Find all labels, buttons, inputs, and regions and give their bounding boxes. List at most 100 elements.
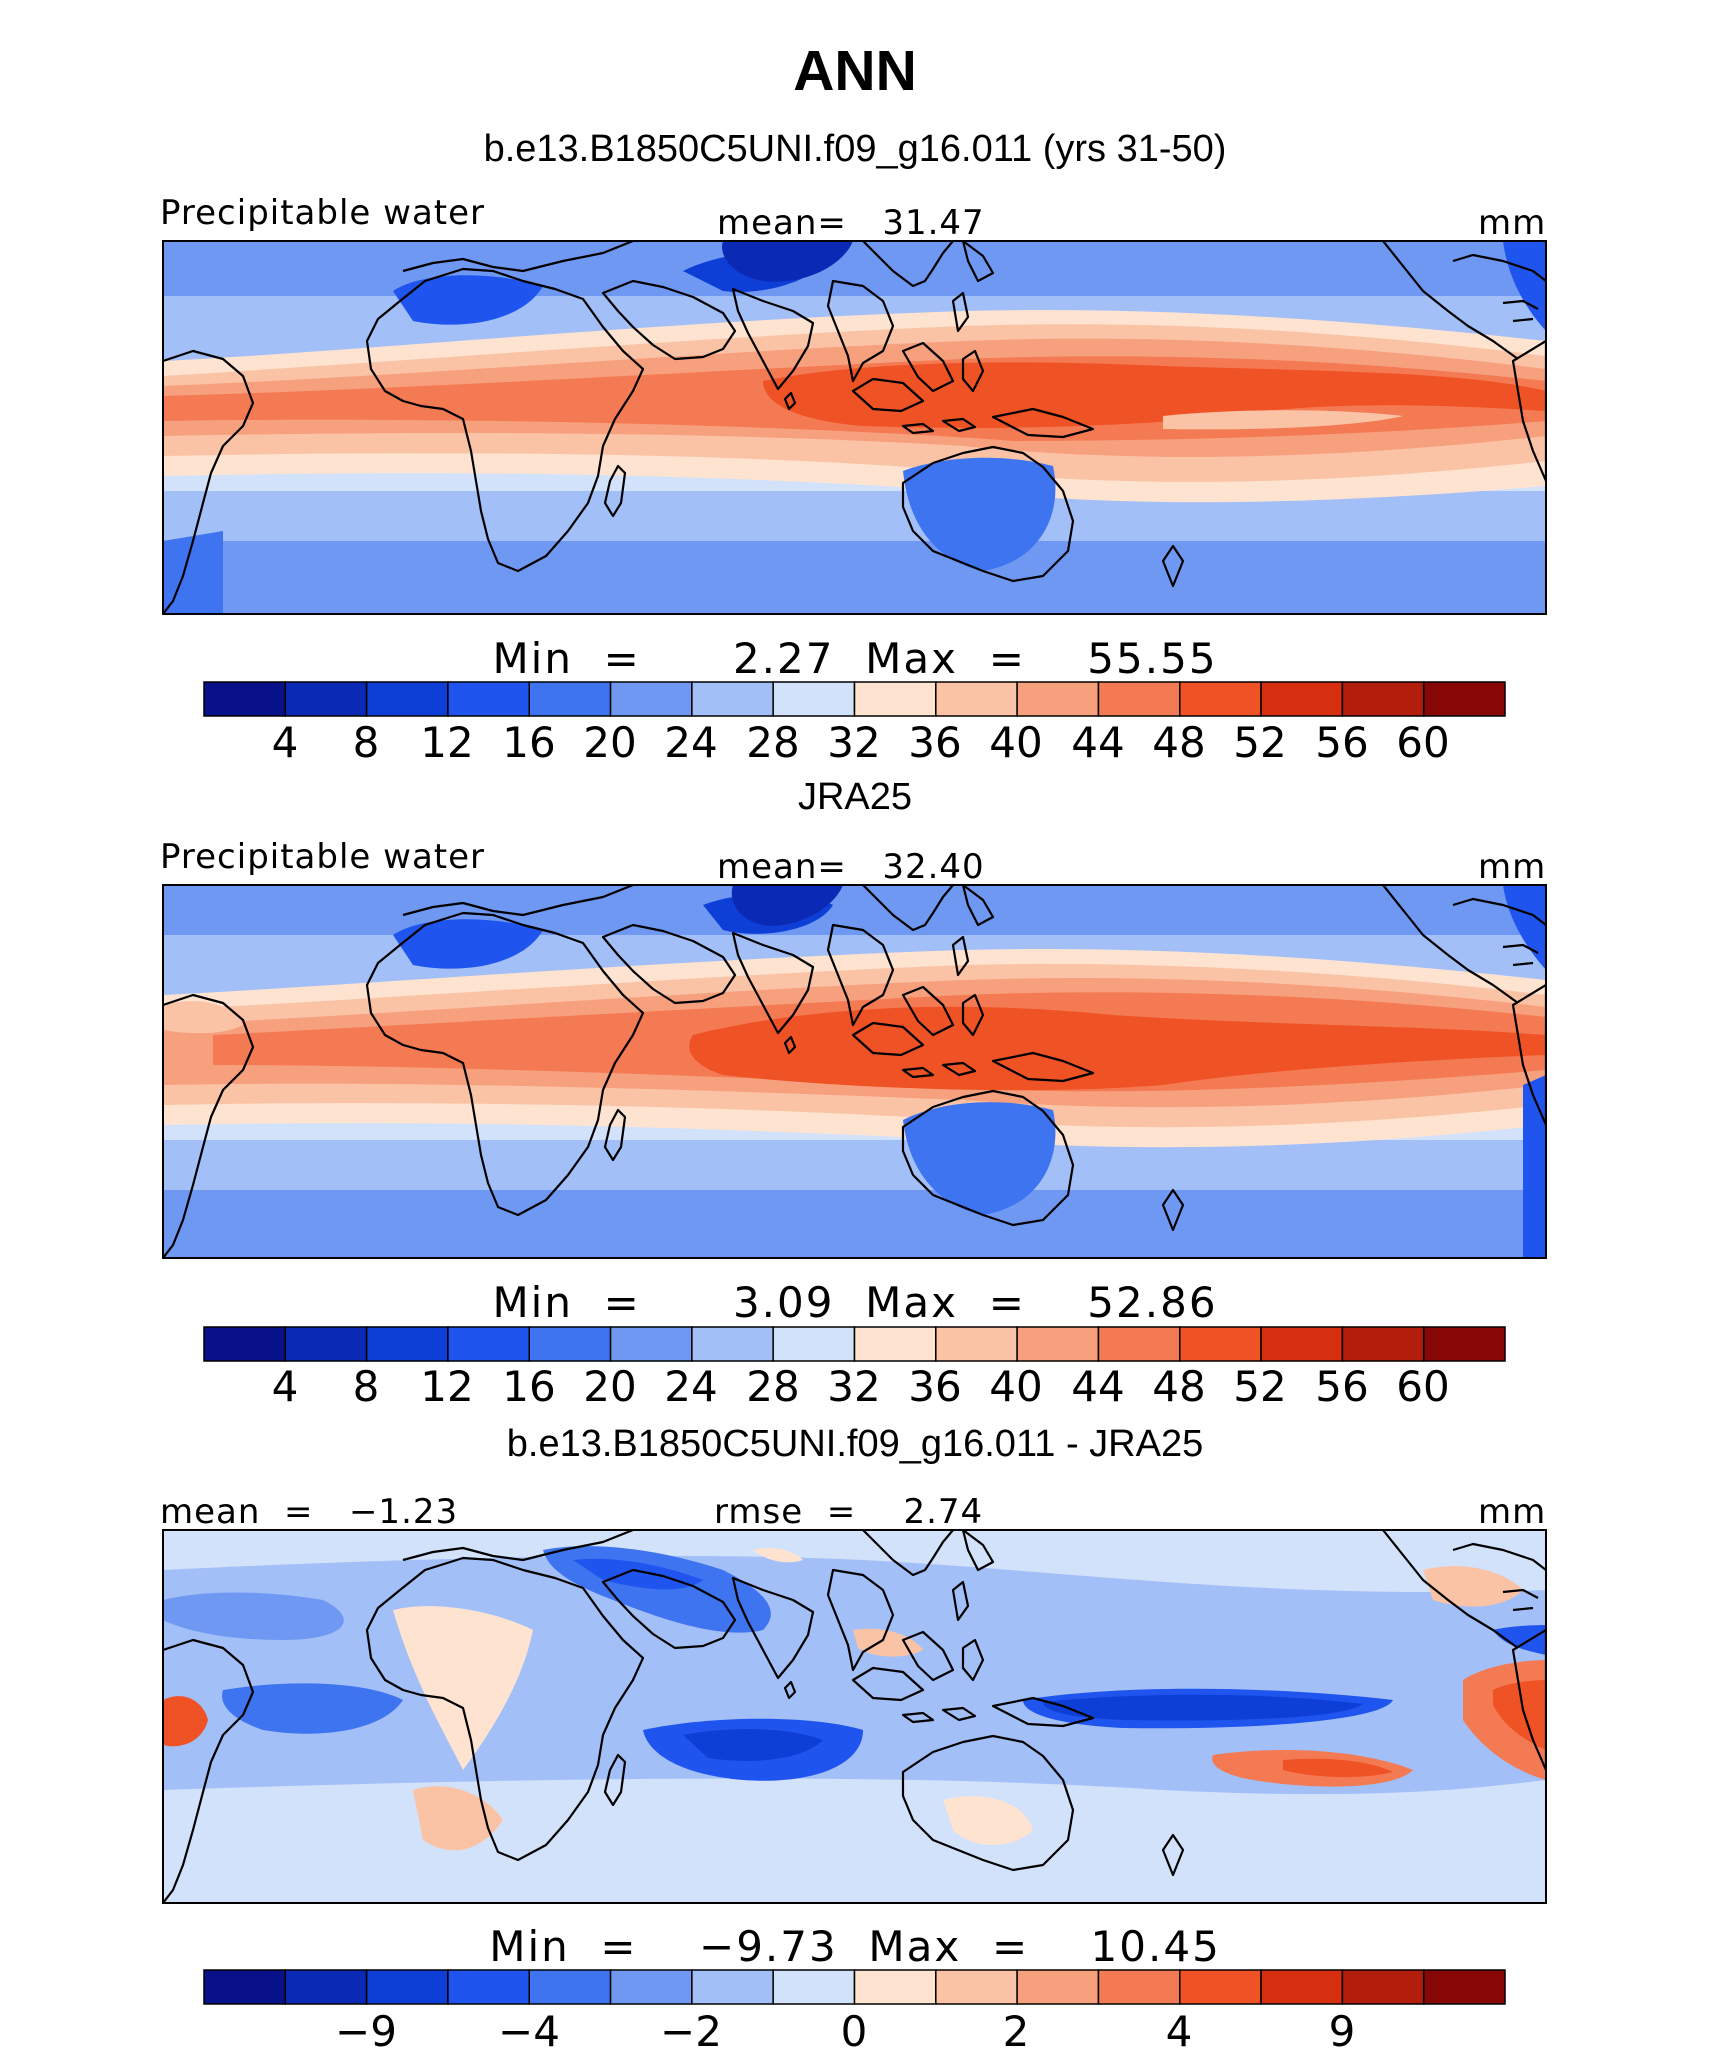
colorbar-swatch — [528, 1969, 612, 2005]
colorbar-swatch — [772, 1326, 856, 1362]
cb2-tick: 24 — [664, 1362, 718, 1411]
cb1-tick: 52 — [1233, 718, 1287, 767]
colorbar-swatch — [447, 1969, 530, 2005]
colorbar-swatch — [1422, 1326, 1506, 1362]
colorbar-swatch — [284, 1969, 368, 2005]
map-frame-1 — [162, 240, 1547, 615]
cb1-tick: 24 — [664, 718, 718, 767]
colorbar-swatch — [203, 1969, 287, 2005]
colorbar-swatch — [1097, 681, 1181, 717]
cb1-tick: 48 — [1152, 718, 1206, 767]
colorbar-swatch — [853, 1969, 937, 2005]
cb2-tick: 8 — [352, 1362, 380, 1411]
colorbar-swatch — [935, 1326, 1018, 1362]
colorbar-swatch — [1179, 681, 1262, 717]
figure-title: ANN — [793, 39, 917, 103]
cb1-tick: 28 — [746, 718, 800, 767]
panel-3-title: b.e13.B1850C5UNI.f09_g16.011 - JRA25 — [506, 1423, 1204, 1465]
cb3-tick: −4 — [498, 2007, 560, 2056]
cb1-tick: 12 — [420, 718, 474, 767]
panel-1-title: b.e13.B1850C5UNI.f09_g16.011 (yrs 31-50) — [483, 128, 1227, 170]
colorbar-swatch — [1179, 1969, 1262, 2005]
cb3-tick: −2 — [660, 2007, 722, 2056]
colorbar-swatch — [1179, 1326, 1262, 1362]
panel-3-units-label: mm — [1478, 1492, 1547, 1532]
cb1-tick: 56 — [1315, 718, 1369, 767]
colorbar-swatch — [691, 681, 774, 717]
map-frame-3 — [162, 1529, 1547, 1904]
cb2-tick: 32 — [827, 1362, 881, 1411]
cb3-tick: 0 — [840, 2007, 868, 2056]
colorbar-3 — [203, 1969, 1506, 2005]
cb1-tick: 4 — [271, 718, 299, 767]
colorbar-swatch — [1341, 1326, 1425, 1362]
cb2-tick: 36 — [908, 1362, 962, 1411]
cb3-tick: −9 — [335, 2007, 397, 2056]
colorbar-swatch — [1260, 1326, 1344, 1362]
colorbar-swatch — [691, 1326, 774, 1362]
cb1-tick: 40 — [989, 718, 1043, 767]
panel-2-variable-label: Precipitable water — [160, 837, 486, 877]
cb1-tick: 36 — [908, 718, 962, 767]
cb2-tick: 28 — [746, 1362, 800, 1411]
colorbar-swatch — [1016, 681, 1100, 717]
colorbar-1 — [203, 681, 1506, 717]
panel-2-units-label: mm — [1478, 847, 1547, 887]
colorbar-swatch — [1422, 1969, 1506, 2005]
cb2-tick: 52 — [1233, 1362, 1287, 1411]
panel-1-units-label: mm — [1478, 203, 1547, 243]
colorbar-swatch — [1097, 1969, 1181, 2005]
colorbar-swatch — [365, 681, 449, 717]
cb1-tick: 16 — [502, 718, 556, 767]
colorbar-swatch — [1341, 681, 1425, 717]
panel-3-mean-label: mean = −1.23 — [160, 1492, 459, 1532]
colorbar-swatch — [691, 1969, 774, 2005]
cb2-tick: 4 — [271, 1362, 299, 1411]
colorbar-swatch — [284, 1326, 368, 1362]
cb3-tick: 9 — [1328, 2007, 1356, 2056]
colorbar-swatch — [447, 1326, 530, 1362]
colorbar-swatch — [365, 1326, 449, 1362]
cb2-tick: 40 — [989, 1362, 1043, 1411]
panel-3-rmse-label: rmse = 2.74 — [714, 1492, 984, 1532]
colorbar-swatch — [528, 681, 612, 717]
colorbar-2 — [203, 1326, 1506, 1362]
panel-2-minmax: Min = 3.09 Max = 52.86 — [492, 1278, 1218, 1327]
map-panel-1 — [163, 241, 1546, 614]
cb2-tick: 20 — [583, 1362, 637, 1411]
colorbar-swatch — [1097, 1326, 1181, 1362]
map-panel-2 — [163, 885, 1546, 1258]
colorbar-swatch — [1016, 1326, 1100, 1362]
colorbar-swatch — [853, 1326, 937, 1362]
panel-2-title: JRA25 — [797, 776, 913, 818]
cb2-tick: 48 — [1152, 1362, 1206, 1411]
panel-1-minmax: Min = 2.27 Max = 55.55 — [492, 634, 1218, 683]
colorbar-swatch — [528, 1326, 612, 1362]
colorbar-swatch — [609, 1969, 693, 2005]
colorbar-swatch — [772, 1969, 856, 2005]
colorbar-swatch — [1016, 1969, 1100, 2005]
colorbar-swatch — [284, 681, 368, 717]
cb3-tick: 4 — [1165, 2007, 1193, 2056]
colorbar-swatch — [1260, 1969, 1344, 2005]
colorbar-swatch — [935, 681, 1018, 717]
cb2-tick: 16 — [502, 1362, 556, 1411]
colorbar-swatch — [935, 1969, 1018, 2005]
colorbar-swatch — [772, 681, 856, 717]
panel-2-mean-label: mean= 32.40 — [717, 847, 985, 887]
colorbar-swatch — [1341, 1969, 1425, 2005]
colorbar-swatch — [853, 681, 937, 717]
panel-3-minmax: Min = −9.73 Max = 10.45 — [489, 1922, 1221, 1971]
cb2-tick: 56 — [1315, 1362, 1369, 1411]
colorbar-swatch — [609, 1326, 693, 1362]
cb1-tick: 8 — [352, 718, 380, 767]
cb3-tick: 2 — [1002, 2007, 1030, 2056]
cb1-tick: 44 — [1071, 718, 1125, 767]
colorbar-swatch — [365, 1969, 449, 2005]
cb1-tick: 20 — [583, 718, 637, 767]
map-frame-2 — [162, 884, 1547, 1259]
cb2-tick: 60 — [1396, 1362, 1450, 1411]
cb1-tick: 60 — [1396, 718, 1450, 767]
colorbar-swatch — [203, 1326, 287, 1362]
colorbar-swatch — [447, 681, 530, 717]
